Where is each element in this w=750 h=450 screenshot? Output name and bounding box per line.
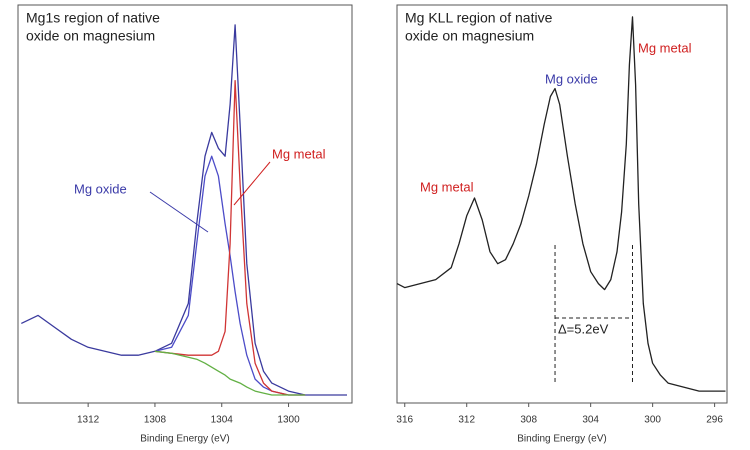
x-tick-label: 316 [396, 415, 413, 426]
spectrum-line [396, 16, 726, 392]
annotation: Mg oxide [74, 181, 127, 196]
plot-frame [17, 4, 353, 404]
annotation: Δ=5.2eV [558, 321, 609, 336]
leader-line [233, 161, 271, 206]
x-tick-label: 1312 [77, 415, 100, 426]
x-tick-label: 308 [520, 415, 537, 426]
plot-frame [396, 4, 728, 404]
x-tick-label: 300 [644, 415, 661, 426]
x-tick-label: 1304 [211, 415, 234, 426]
spectrum-line [154, 155, 306, 396]
x-axis-label: Binding Energy (eV) [517, 434, 607, 445]
spectrum-line [154, 79, 306, 396]
leader-line [149, 191, 209, 233]
spectrum-line [21, 24, 347, 396]
chart-title: oxide on magnesium [405, 28, 534, 44]
x-tick-label: 296 [706, 415, 723, 426]
annotation: Mg metal [638, 40, 692, 55]
x-tick-label: 312 [458, 415, 475, 426]
chart-title: Mg1s region of native [26, 10, 160, 26]
chart-title: Mg KLL region of native [405, 10, 553, 26]
x-axis-label: Binding Energy (eV) [140, 434, 230, 445]
spectrum-line [154, 350, 306, 396]
x-tick-label: 1308 [144, 415, 167, 426]
annotation: Mg oxide [545, 71, 598, 86]
annotation: Mg metal [420, 179, 474, 194]
chart-title: oxide on magnesium [26, 28, 155, 44]
x-tick-label: 1300 [277, 415, 300, 426]
x-tick-label: 304 [582, 415, 599, 426]
annotation: Mg metal [272, 146, 326, 161]
